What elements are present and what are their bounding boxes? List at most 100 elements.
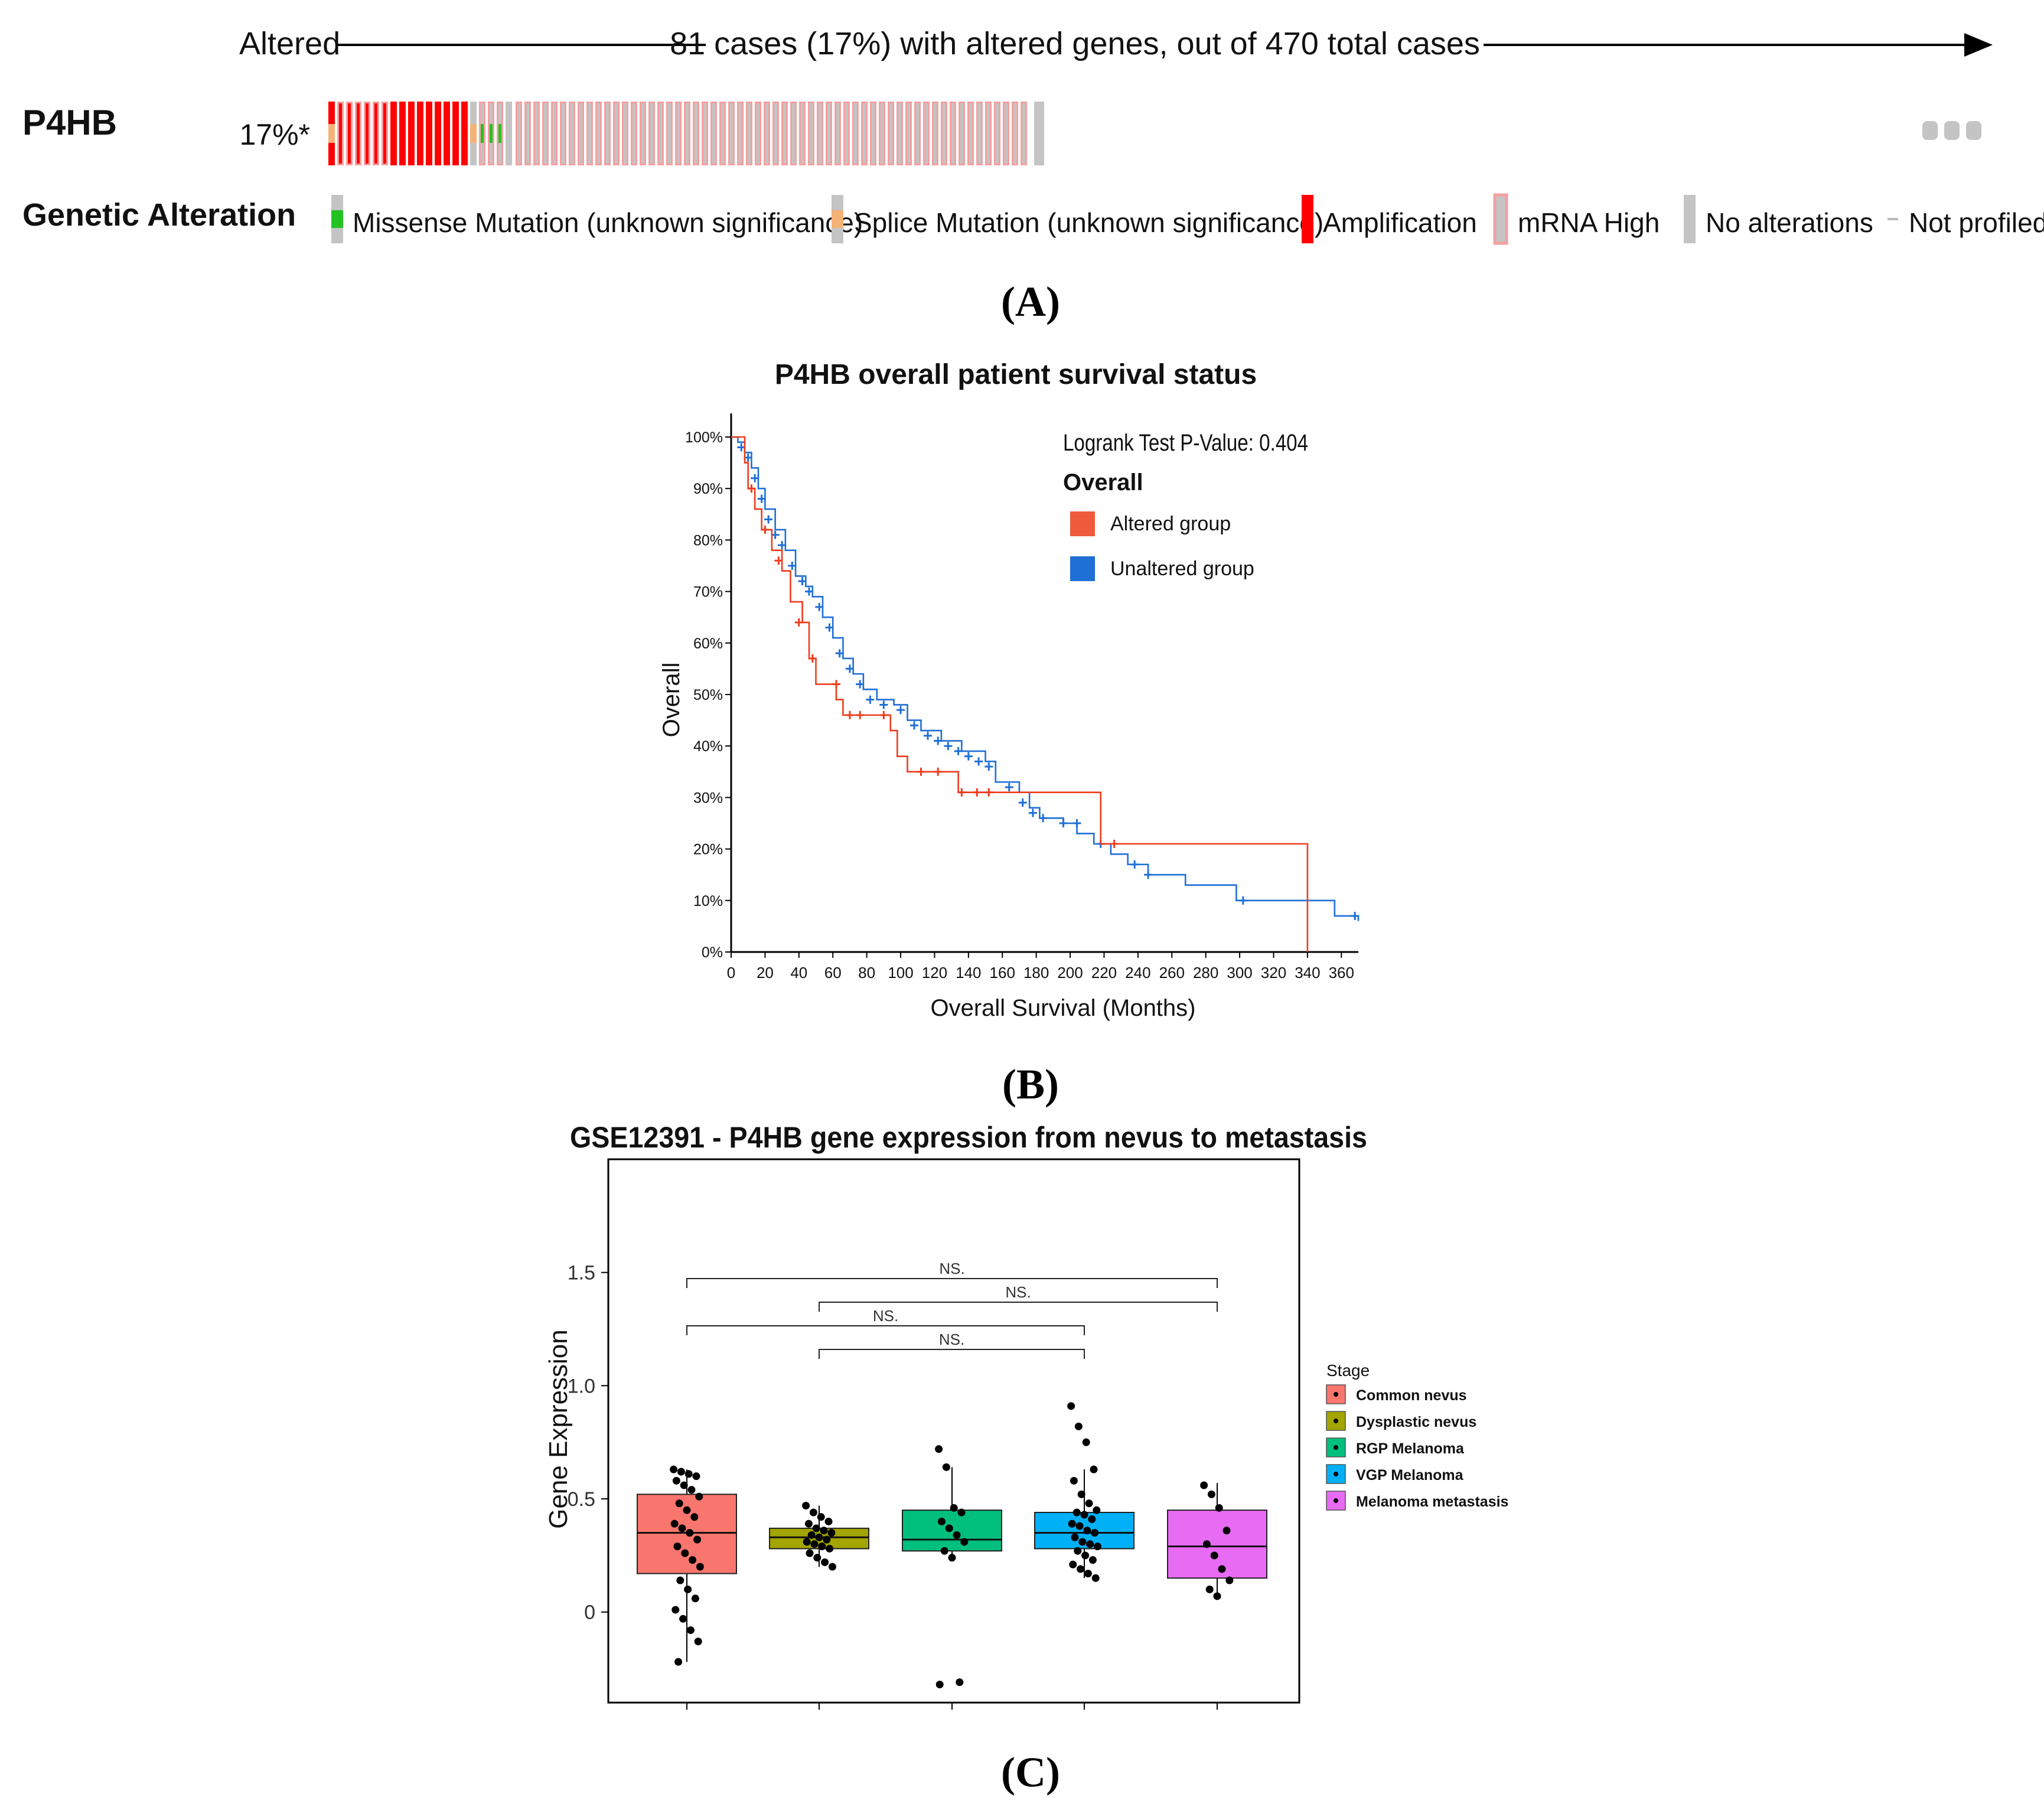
oncoprint-cell — [666, 102, 673, 165]
oncoprint-cell — [710, 102, 717, 165]
oncoprint-cell — [941, 102, 947, 165]
significance-brackets: NS. NS. NS. NS. — [686, 1260, 1218, 1359]
mrna-high-mark — [799, 102, 806, 165]
oncoprint-cell — [693, 102, 699, 165]
data-point — [1202, 1540, 1211, 1548]
survival-x-tick-label: 320 — [1261, 964, 1286, 982]
data-point — [945, 1524, 953, 1533]
data-point — [957, 1508, 966, 1517]
mrna-high-mark — [1021, 102, 1027, 165]
splice-mutation-mark — [328, 124, 335, 143]
legend-item-splice: Splice Mutation (unknown significance) — [832, 195, 1323, 243]
oncoprint-cell — [967, 102, 974, 165]
data-point — [1085, 1499, 1093, 1508]
logrank-text: Logrank Test P-Value: 0.404 — [1063, 430, 1308, 456]
significance-label: NS. — [873, 1307, 898, 1325]
mrna-high-mark — [640, 102, 646, 165]
boxplot-y-tick-label: 0.5 — [568, 1488, 595, 1511]
data-point — [1077, 1565, 1085, 1573]
mrna-high-mark — [578, 102, 584, 165]
survival-x-tick-label: 240 — [1125, 964, 1150, 982]
oncoprint-cell — [524, 102, 531, 165]
data-point — [1070, 1476, 1078, 1485]
oncoprint-cell — [852, 102, 859, 165]
mrna-high-mark — [551, 102, 558, 165]
survival-x-tick-label: 300 — [1227, 964, 1252, 982]
survival-x-tick-label: 80 — [858, 964, 875, 982]
legend-label-splice: Splice Mutation (unknown significance) — [854, 207, 1323, 238]
stage-legend-label: Melanoma metastasis — [1356, 1494, 1508, 1510]
stage-legend-label: VGP Melanoma — [1356, 1467, 1464, 1484]
data-point — [1225, 1576, 1234, 1584]
oncoprint-cell — [675, 102, 682, 165]
oncoprint-cell — [817, 102, 823, 165]
mrna-high-icon — [1493, 193, 1508, 245]
legend-item-amplification: Amplification — [1302, 195, 1477, 243]
mrna-high-mark — [710, 102, 717, 165]
oncoprint-cell — [746, 102, 752, 165]
oncoprint-cell — [648, 102, 655, 165]
data-point — [1088, 1556, 1097, 1564]
stage-legend-label: Common nevus — [1356, 1387, 1467, 1404]
data-point — [684, 1470, 693, 1478]
boxplot-y-tick-label: 1.5 — [568, 1262, 595, 1284]
data-point — [689, 1556, 697, 1564]
mrna-high-mark — [516, 102, 522, 165]
oncoprint-cell — [826, 102, 832, 165]
missense-mutation-mark — [479, 124, 485, 143]
mrna-high-mark — [772, 102, 779, 165]
oncoprint-cell — [390, 102, 397, 165]
panel-label-c: (C) — [1001, 1749, 1060, 1796]
oncoprint-cell — [337, 102, 344, 165]
panel-b-survival: P4HB overall patient survival status 0% 1… — [658, 359, 1360, 1108]
altered-label: Altered — [239, 26, 340, 61]
oncoprint-cell — [382, 102, 388, 165]
oncoprint-cell — [994, 102, 1000, 165]
not-profiled-cell — [1966, 121, 1981, 140]
not-profiled-cell — [1944, 121, 1960, 140]
legend-title: Genetic Alteration — [22, 197, 296, 233]
not-profiled-cell — [1922, 121, 1938, 140]
mrna-high-mark — [604, 102, 611, 165]
oncoprint-cell — [1021, 102, 1027, 165]
mrna-high-mark — [560, 102, 566, 165]
mrna-high-mark — [826, 102, 832, 165]
survival-x-tick-label: 0 — [727, 964, 735, 982]
oncoprint-cell — [702, 102, 708, 165]
survival-y-tick-label: 10% — [693, 893, 723, 909]
oncoprint-cell — [586, 102, 593, 165]
data-point — [1091, 1574, 1100, 1582]
mrna-high-mark — [764, 102, 770, 165]
oncoprint-cell — [426, 102, 432, 165]
data-point — [937, 1517, 946, 1525]
boxplot-y-ticks: 0 0.5 1.0 1.5 — [568, 1262, 608, 1624]
data-point — [813, 1554, 821, 1562]
mrna-high-mark — [488, 102, 494, 165]
survival-y-tick-label: 70% — [693, 584, 723, 601]
boxplot-y-tick-label: 0 — [584, 1602, 595, 1624]
oncoprint-cell — [560, 102, 566, 165]
oncoprint-cell — [364, 102, 370, 165]
data-point — [820, 1527, 828, 1535]
panel-c-boxplot: GSE12391 - P4HB gene expression from nev… — [544, 1121, 1508, 1796]
survival-x-tick-label: 160 — [990, 964, 1015, 982]
data-point — [810, 1540, 819, 1548]
mrna-high-mark — [834, 102, 841, 165]
oncoprint-cell — [373, 102, 379, 165]
oncoprint-cell — [897, 102, 903, 165]
data-point — [826, 1544, 834, 1553]
survival-x-tick-label: 280 — [1193, 964, 1218, 982]
mrna-high-mark — [497, 102, 503, 165]
oncoprint-cell — [976, 102, 983, 165]
mrna-high-mark — [914, 102, 921, 165]
oncoprint-cell — [516, 102, 522, 165]
survival-x-tick-label: 60 — [824, 964, 842, 982]
survival-y-tick-label: 60% — [693, 635, 723, 652]
oncoprint-cell — [1012, 102, 1018, 165]
survival-x-tick-label: 220 — [1091, 964, 1117, 982]
data-point — [1083, 1527, 1091, 1535]
oncoprint-cell — [578, 102, 584, 165]
data-point — [693, 1535, 702, 1544]
data-point — [817, 1513, 825, 1521]
oncoprint-cell — [905, 102, 912, 165]
